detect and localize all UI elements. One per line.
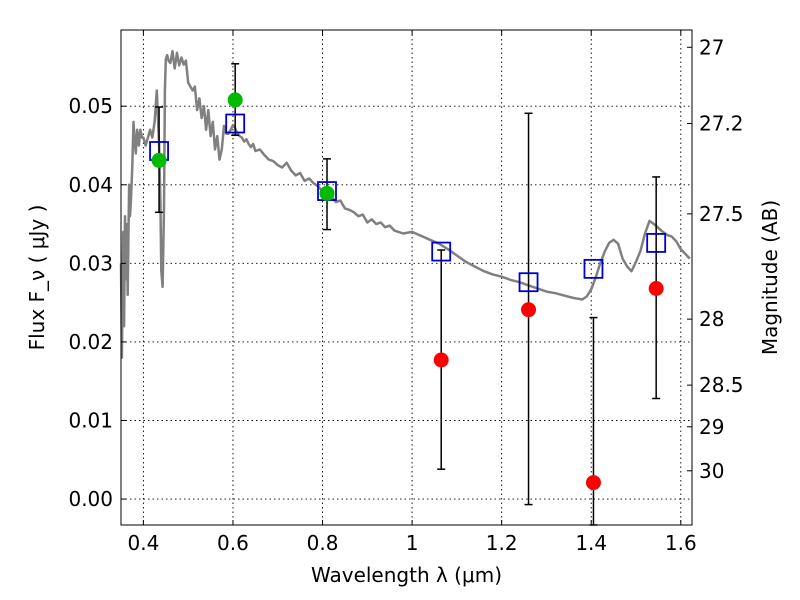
upper-limit-point — [585, 475, 601, 491]
model-photometry-square — [518, 272, 539, 293]
detection-point — [227, 92, 243, 108]
y-tick-label: 0.03 — [68, 251, 113, 275]
x-axis-label: Wavelength λ (μm) — [311, 563, 502, 587]
x-tick-label: 0.8 — [307, 531, 339, 555]
x-tick-label: 1.4 — [575, 531, 607, 555]
upper-limit-point — [433, 352, 449, 368]
right-axis-label: Magnitude (AB) — [758, 200, 782, 355]
tick-layer: 0.4 0.6 0.8 1 1.2 1.4 1.6 0.00 0.01 0.02 0.03 0.04 0… — [68, 30, 744, 555]
model-spectrum-layer — [119, 49, 691, 359]
right-tick-label: 27.5 — [699, 202, 744, 226]
right-tick-label: 29 — [699, 415, 724, 439]
x-tick-label: 1.6 — [665, 531, 697, 555]
x-tick-label: 0.4 — [127, 531, 159, 555]
model-spectrum-line — [119, 49, 691, 359]
upper-limit-point — [648, 281, 664, 296]
model-photometry-square — [225, 113, 246, 134]
model-photometry-square — [583, 258, 604, 279]
right-tick-label: 27 — [699, 35, 724, 59]
upper-limit-point — [521, 302, 537, 318]
model-photometry-square — [431, 241, 452, 262]
y-tick-label: 0.00 — [68, 487, 113, 511]
y-tick-label: 0.01 — [68, 409, 113, 433]
y-tick-label: 0.02 — [68, 330, 113, 354]
x-tick-label: 0.6 — [217, 531, 249, 555]
detection-point — [319, 185, 335, 201]
y-axis-label: Flux F_ν ( μJy ) — [25, 205, 49, 351]
y-tick-label: 0.04 — [68, 173, 113, 197]
right-tick-label: 30 — [699, 459, 724, 483]
right-tick-label: 28.5 — [699, 373, 744, 397]
detection-point — [151, 152, 167, 168]
plot-frame — [120, 29, 693, 526]
right-tick-label: 27.2 — [699, 112, 744, 136]
x-tick-label: 1.2 — [486, 531, 518, 555]
right-tick-label: 28 — [699, 307, 724, 331]
model-photometry-square — [646, 233, 667, 253]
marker-layer — [149, 92, 667, 491]
y-tick-label: 0.05 — [68, 94, 113, 118]
grid — [121, 30, 692, 525]
x-tick-label: 1 — [406, 531, 419, 555]
